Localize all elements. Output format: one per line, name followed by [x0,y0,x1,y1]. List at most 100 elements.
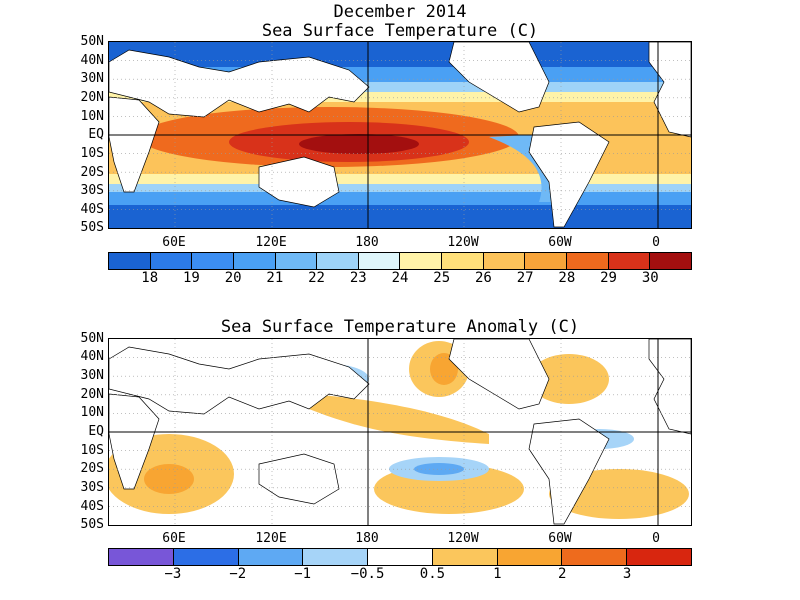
lat-label: 50N [80,34,104,49]
lon-label: 180 [355,235,379,250]
lat-label: 10S [80,146,104,161]
colorbar-swatch [567,253,609,269]
sst-map-panel [108,41,692,229]
colorbar-label: 29 [600,270,617,286]
map-title-sst: Sea Surface Temperature (C) [261,21,539,41]
lat-label: 50S [80,517,104,532]
lon-label: 120W [447,531,479,546]
colorbar-swatch [368,549,433,565]
anomaly-map [109,339,691,525]
colorbar-swatch [608,253,651,269]
colorbar-swatch [303,549,369,565]
colorbar-label: 19 [182,270,200,286]
colorbar-swatch [233,253,276,269]
se-pacific-cool-core [414,463,464,475]
north-america-land [448,42,550,113]
lon-label: 60E [162,531,186,546]
europe-africa-land [648,42,691,138]
colorbar-label: 0.5 [419,566,446,582]
eurasia-land [109,49,370,118]
lat-label: EQ [88,424,104,439]
lon-label: 120E [255,531,287,546]
colorbar-label: 24 [391,270,409,286]
lat-label: 10S [80,443,104,458]
lat-label: 20S [80,165,104,180]
lat-label: 40S [80,499,104,514]
africa-land [109,393,160,490]
colorbar-label: 30 [641,270,659,286]
colorbar-swatch [238,549,304,565]
colorbar-label: 2 [558,566,567,582]
colorbar-label: 20 [224,270,242,286]
south-america-land [528,121,610,228]
colorbar-label: 21 [266,270,284,286]
lat-label: 20N [80,90,104,105]
lat-label: 50N [80,331,104,346]
colorbar-label: 27 [516,270,534,286]
colorbar-label: 1 [493,566,502,582]
colorbar-label: −0.5 [350,566,385,582]
lon-label: 180 [355,531,379,546]
colorbar-swatch [358,253,401,269]
colorbar-swatch [317,253,359,269]
lon-label: 0 [652,235,660,250]
north-america-land [448,339,550,410]
colorbar-label: 22 [308,270,325,286]
colorbar-swatch [627,549,692,565]
lat-label: 10N [80,109,104,124]
warm-pool-peak [299,134,419,154]
lat-label: 40S [80,202,104,217]
colorbar-label: 3 [622,566,632,582]
sst-map [109,42,691,228]
colorbar-swatch [192,253,234,269]
australia-land [258,453,340,505]
colorbar-swatch [650,253,691,269]
map-title-date: December 2014 [333,2,467,22]
lon-label: 120W [447,235,479,250]
map-title-anomaly: Sea Surface Temperature Anomaly (C) [220,317,580,337]
colorbar-label: 26 [474,270,492,286]
colorbar-swatch [173,549,239,565]
lat-label: 20S [80,461,104,476]
lon-label: 120E [255,235,287,250]
lat-label: EQ [88,127,104,142]
colorbar-swatch [483,253,526,269]
colorbar-label: −1 [294,566,312,582]
graticule [109,339,691,525]
lat-label: 30S [80,480,104,495]
lat-label: 20N [80,387,104,402]
colorbar-label: 23 [349,270,367,286]
lat-label: 30N [80,368,104,383]
colorbar-swatch [525,253,568,269]
lon-label: 60W [548,531,572,546]
colorbar-label: 25 [433,270,451,286]
eurasia-land [109,346,370,415]
colorbar-swatch [109,253,151,269]
australia-land [258,156,340,208]
n-atlantic-warm [529,354,609,404]
colorbar-swatch [442,253,484,269]
lat-label: 30S [80,183,104,198]
africa-land [109,96,160,193]
south-america-land [528,418,610,525]
indian-ocean-warm-core [144,464,194,494]
lat-label: 10N [80,405,104,420]
colorbar-label: −3 [164,566,182,582]
lat-label: 30N [80,71,104,86]
sst-colorbar [108,252,692,270]
anomaly-colorbar [108,548,692,566]
colorbar-label: 28 [558,270,576,286]
lon-label: 0 [652,531,660,546]
colorbar-swatch [150,253,193,269]
lat-label: 50S [80,220,104,235]
lat-label: 40N [80,53,104,68]
lon-label: 60W [548,235,572,250]
lon-label: 60E [162,235,186,250]
colorbar-swatch [275,253,318,269]
colorbar-swatch [432,549,498,565]
colorbar-swatch [400,253,443,269]
colorbar-label: −2 [229,566,247,582]
colorbar-swatch [497,549,563,565]
europe-africa-land [648,339,691,435]
lat-label: 40N [80,349,104,364]
